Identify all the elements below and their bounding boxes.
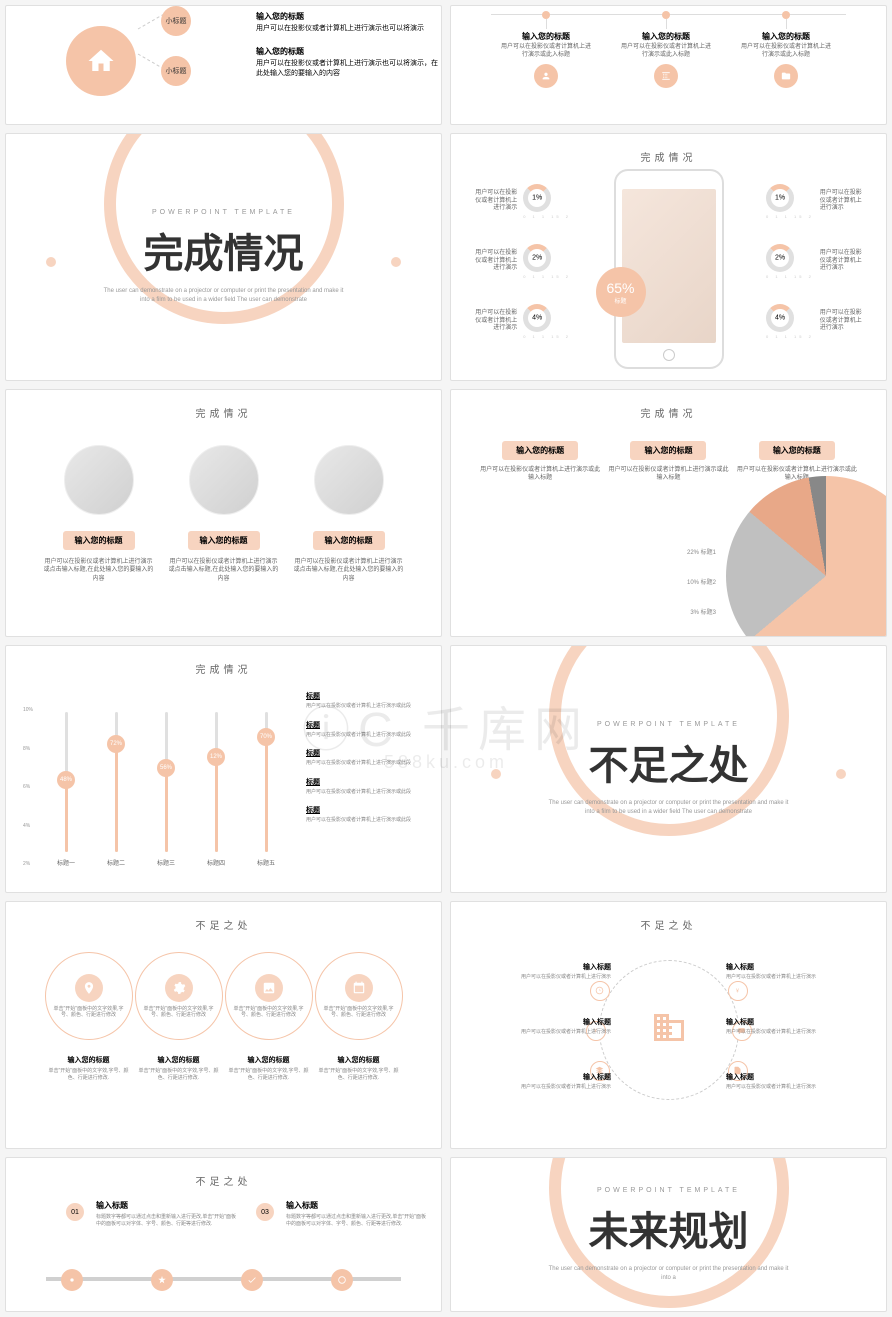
step-num-2: 03 <box>256 1203 274 1221</box>
step-text-2: 输入标题 标题数字等都可以通过点击和重新输入进行更改,单击"开始"面板中的面板可… <box>286 1200 426 1227</box>
metric-r1: 1%0 1 1 15 2 用户可以在投影仪或者计算机上进行演示 <box>766 184 866 219</box>
bar-chart: 10%8%6%4%2% 48%标题一72%标题二56%标题三12%标题四70%标… <box>41 707 291 867</box>
circle-4: 单击"开始"面板中的文字效果,字号、颜色、行距进行修改 <box>315 952 403 1040</box>
slide-header: 不足之处 <box>21 917 426 932</box>
slide-7-bars: 完成情况 10%8%6%4%2% 48%标题一72%标题二56%标题三12%标题… <box>5 645 442 893</box>
phone-mockup: 65% 标题 <box>614 169 724 369</box>
section-title: 完成情况 <box>144 221 304 279</box>
calendar-icon <box>345 974 373 1002</box>
legend-item: 标题用户可以在投影仪或者计算机上进行演示或此段 <box>306 691 421 710</box>
center-percentage: 65% 标题 <box>596 267 646 317</box>
step-text-1: 输入标题 标题数字等都可以通过点击和重新输入进行更改,单击"开始"面板中的面板可… <box>96 1200 236 1227</box>
slide-3-section: POWERPOINT TEMPLATE 完成情况 The user can de… <box>5 133 442 381</box>
gear-icon <box>165 974 193 1002</box>
timeline-item-1: 输入您的标题 用户可以在投影仪或者计算机上进行演示或此入标题 <box>501 11 591 88</box>
slide-header: 完成情况 <box>466 149 871 164</box>
circle-3: 单击"开始"面板中的文字效果,字号、颜色、行距进行修改 <box>225 952 313 1040</box>
bar-column: 70%标题五 <box>246 712 286 867</box>
home-icon <box>66 26 136 96</box>
photo-placeholder <box>189 445 259 515</box>
metric-l3: 用户可以在投影仪或者计算机上进行演示 4%0 1 1 15 2 <box>471 304 571 339</box>
subtitle: POWERPOINT TEMPLATE <box>152 209 295 216</box>
circle-1: 单击"开始"面板中的文字效果,字号、颜色、行距进行修改 <box>45 952 133 1040</box>
slide-header: 完成情况 <box>466 405 871 420</box>
timeline-dot <box>151 1269 173 1291</box>
legend-item: 标题用户可以在投影仪或者计算机上进行演示或此段 <box>306 777 421 796</box>
legend-item: 标题用户可以在投影仪或者计算机上进行演示或此段 <box>306 720 421 739</box>
clock-icon <box>590 981 610 1001</box>
slide-header: 不足之处 <box>466 917 871 932</box>
slide-9-circles: 不足之处 单击"开始"面板中的文字效果,字号、颜色、行距进行修改 单击"开始"面… <box>5 901 442 1149</box>
radial-ring: ¥ ¥ <box>599 960 739 1100</box>
text-block-1: 输入您的标题 用户可以在投影仪或者计算机上进行演示也可以将演示 <box>256 11 424 34</box>
slide-4-phone: 完成情况 用户可以在投影仪或者计算机上进行演示 1%0 1 1 15 2 用户可… <box>450 133 887 381</box>
legend-item: 标题用户可以在投影仪或者计算机上进行演示或此段 <box>306 748 421 767</box>
step-num-1: 01 <box>66 1203 84 1221</box>
bar-column: 72%标题二 <box>96 712 136 867</box>
timeline-dot <box>61 1269 83 1291</box>
col-2: 输入您的标题 用户可以在投影仪或者计算机上进行演示或点击输入标题,在此处输入您的… <box>169 445 279 583</box>
subtitle: POWERPOINT TEMPLATE <box>597 721 740 728</box>
metric-l2: 用户可以在投影仪或者计算机上进行演示 2%0 1 1 15 2 <box>471 244 571 279</box>
section-desc: The user can demonstrate on a projector … <box>544 799 794 817</box>
slide-header: 不足之处 <box>21 1173 426 1188</box>
slide-10-radial: 不足之处 ¥ ¥ 输入标题用户可以在投影仪或者计算机上进行演示 输入标题用户可以… <box>450 901 887 1149</box>
svg-text:¥: ¥ <box>736 989 739 995</box>
yen-icon: ¥ <box>728 981 748 1001</box>
slide-header: 完成情况 <box>21 661 426 676</box>
slide-2: 输入您的标题 用户可以在投影仪或者计算机上进行演示或此入标题 输入您的标题 用户… <box>450 5 887 125</box>
legend-item: 标题用户可以在投影仪或者计算机上进行演示或此段 <box>306 805 421 824</box>
timeline-dot <box>331 1269 353 1291</box>
slide-5-photos: 完成情况 输入您的标题 用户可以在投影仪或者计算机上进行演示或点击输入标题,在此… <box>5 389 442 637</box>
bar-column: 12%标题四 <box>196 712 236 867</box>
pie-chart <box>726 476 887 637</box>
col-1: 输入您的标题 用户可以在投影仪或者计算机上进行演示或点击输入标题,在此处输入您的… <box>44 445 154 583</box>
slide-11-process: 不足之处 01 输入标题 标题数字等都可以通过点击和重新输入进行更改,单击"开始… <box>5 1157 442 1312</box>
building-icon <box>654 64 678 88</box>
timeline-dot <box>241 1269 263 1291</box>
pie-label-3: 3% 标题3 <box>690 607 716 616</box>
photo-placeholder <box>314 445 384 515</box>
location-icon <box>75 974 103 1002</box>
section-title: 未来规划 <box>589 1199 749 1257</box>
slide-1: 小标题 小标题 输入您的标题 用户可以在投影仪或者计算机上进行演示也可以将演示 … <box>5 5 442 125</box>
bar-column: 56%标题三 <box>146 712 186 867</box>
metric-r3: 4%0 1 1 15 2 用户可以在投影仪或者计算机上进行演示 <box>766 304 866 339</box>
node-1: 小标题 <box>161 6 191 36</box>
col-3: 输入您的标题 用户可以在投影仪或者计算机上进行演示或点击输入标题,在此处输入您的… <box>294 445 404 583</box>
timeline-item-2: 输入您的标题 用户可以在投影仪或者计算机上进行演示或此入标题 <box>621 11 711 88</box>
folder-icon <box>774 64 798 88</box>
node-2: 小标题 <box>161 56 191 86</box>
subtitle: POWERPOINT TEMPLATE <box>597 1187 740 1194</box>
slide-12-section: POWERPOINT TEMPLATE 未来规划 The user can de… <box>450 1157 887 1312</box>
timeline-item-3: 输入您的标题 用户可以在投影仪或者计算机上进行演示或此入标题 <box>741 11 831 88</box>
person-icon <box>534 64 558 88</box>
section-desc: The user can demonstrate on a projector … <box>544 1265 794 1283</box>
section-title: 不足之处 <box>589 733 749 791</box>
metric-l1: 用户可以在投影仪或者计算机上进行演示 1%0 1 1 15 2 <box>471 184 571 219</box>
bar-column: 48%标题一 <box>46 712 86 867</box>
slide-header: 完成情况 <box>21 405 426 420</box>
section-desc: The user can demonstrate on a projector … <box>99 287 349 305</box>
circle-2: 单击"开始"面板中的文字效果,字号、颜色、行距进行修改 <box>135 952 223 1040</box>
slide-8-section: POWERPOINT TEMPLATE 不足之处 The user can de… <box>450 645 887 893</box>
text-block-2: 输入您的标题 用户可以在投影仪或者计算机上进行演示也可以将演示，在此处输入您的要… <box>256 46 441 79</box>
image-icon <box>255 974 283 1002</box>
pie-label-1: 22% 标题1 <box>687 547 716 556</box>
metric-r2: 2%0 1 1 15 2 用户可以在投影仪或者计算机上进行演示 <box>766 244 866 279</box>
pie-label-2: 10% 标题2 <box>687 577 716 586</box>
building-icon <box>651 1009 687 1050</box>
photo-placeholder <box>64 445 134 515</box>
slide-6-pie: 完成情况 输入您的标题用户可以在投影仪或者计算机上进行演示或此输入标题 输入您的… <box>450 389 887 637</box>
